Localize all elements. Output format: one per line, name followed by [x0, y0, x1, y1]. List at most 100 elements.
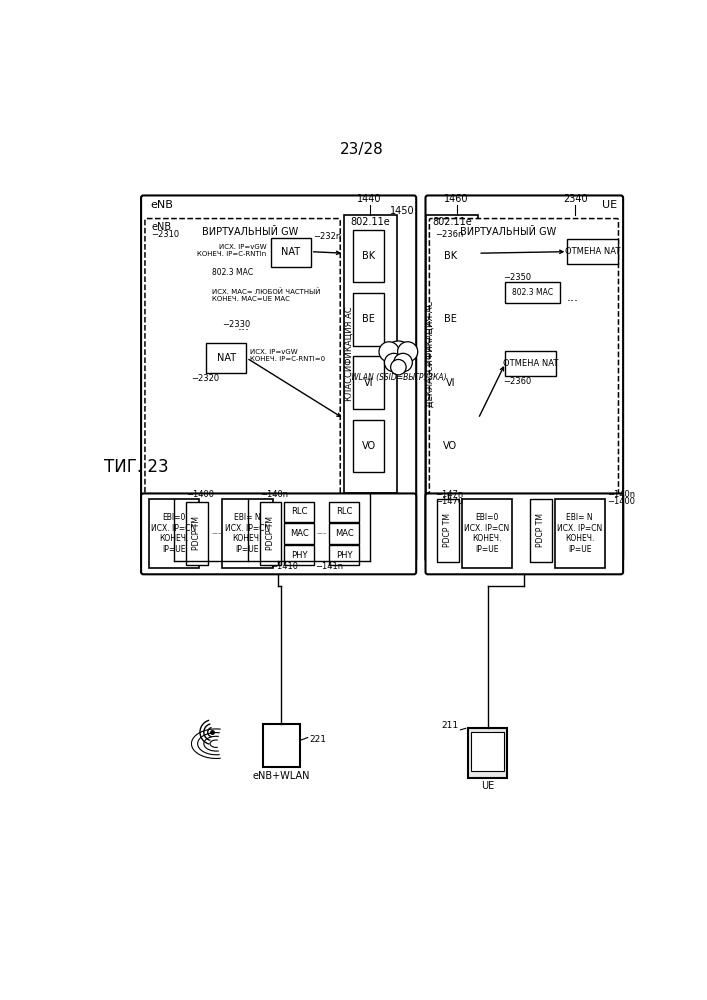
Text: VO: VO	[362, 441, 376, 451]
Bar	[462, 499, 513, 568]
Text: 802.3 МАC: 802.3 МАC	[212, 268, 254, 277]
Text: ---: ---	[212, 528, 222, 538]
Text: RLC: RLC	[291, 507, 308, 516]
Text: КЛАССИФИКАЦИЯ AC: КЛАССИФИКАЦИЯ AC	[344, 307, 354, 401]
Text: ОТМЕНА NAT: ОТМЕНА NAT	[565, 247, 621, 256]
Bar	[354, 420, 385, 472]
Bar	[149, 499, 199, 568]
Bar	[263, 724, 300, 767]
Text: −147n: −147n	[435, 490, 463, 499]
Text: 211: 211	[442, 721, 459, 730]
Text: NAT: NAT	[281, 247, 300, 257]
Bar	[354, 230, 385, 282]
Text: −2320: −2320	[191, 374, 218, 383]
Bar	[223, 499, 273, 568]
Bar	[472, 732, 504, 771]
Bar	[468, 728, 507, 778]
Bar	[567, 239, 619, 264]
Text: PDCP TM: PDCP TM	[443, 513, 452, 547]
Text: PDCP TM: PDCP TM	[266, 516, 275, 550]
Text: PDCP TM: PDCP TM	[537, 513, 546, 547]
Text: −140n: −140n	[259, 490, 288, 499]
Text: −2360: −2360	[503, 377, 531, 386]
Bar	[344, 215, 397, 493]
Text: 802.11e: 802.11e	[351, 217, 390, 227]
Bar	[284, 502, 314, 522]
Bar	[271, 238, 311, 267]
Bar	[354, 293, 385, 346]
Bar	[259, 502, 281, 565]
Text: ВИРТУАЛЬНЫЙ GW: ВИРТУАЛЬНЫЙ GW	[460, 227, 556, 237]
Text: −1400: −1400	[186, 490, 214, 499]
Text: ИСХ. МАC= ЛЮБОЙ ЧАСТНЫЙ
КОНЕЧ. МАC=UE МАC: ИСХ. МАC= ЛЮБОЙ ЧАСТНЫЙ КОНЕЧ. МАC=UE МА…	[212, 288, 321, 302]
Text: EBI= N
ИСХ. IP=CN
КОНЕЧ.
IP=UE: EBI= N ИСХ. IP=CN КОНЕЧ. IP=UE	[557, 513, 602, 554]
Bar	[435, 230, 466, 282]
Text: VI: VI	[364, 378, 374, 388]
Text: PHY: PHY	[291, 551, 308, 560]
Text: VO: VO	[443, 441, 457, 451]
Bar	[329, 502, 359, 522]
Text: ...: ...	[238, 320, 250, 333]
Text: −2330: −2330	[223, 320, 251, 329]
Text: UE: UE	[602, 200, 617, 210]
Text: −232n: −232n	[313, 232, 341, 241]
FancyBboxPatch shape	[141, 493, 416, 574]
Text: 1440: 1440	[358, 194, 382, 204]
Bar	[435, 293, 466, 346]
Bar	[329, 545, 359, 565]
Text: −236n: −236n	[436, 230, 464, 239]
Bar	[435, 356, 466, 409]
Text: PHY: PHY	[336, 551, 352, 560]
Text: eNB: eNB	[151, 222, 171, 232]
FancyBboxPatch shape	[141, 195, 416, 561]
Bar	[284, 523, 314, 544]
Bar	[426, 215, 478, 493]
Circle shape	[379, 342, 399, 362]
Text: −1400: −1400	[607, 497, 635, 506]
Bar	[329, 523, 359, 544]
Text: PDCP TM: PDCP TM	[192, 516, 201, 550]
Text: 802.11e: 802.11e	[432, 217, 472, 227]
Text: ОТМЕНА NAT: ОТМЕНА NAT	[503, 359, 559, 368]
Text: RLC: RLC	[336, 507, 352, 516]
Bar	[530, 499, 552, 562]
Text: 1450: 1450	[390, 206, 414, 216]
Text: ИСХ. IP=vGW
КОНЕЧ. IP=C-RNTIn: ИСХ. IP=vGW КОНЕЧ. IP=C-RNTIn	[197, 244, 267, 257]
Text: ...: ...	[567, 291, 579, 304]
FancyBboxPatch shape	[145, 219, 340, 494]
Text: −140n: −140n	[607, 490, 635, 499]
Bar	[206, 343, 247, 373]
Text: BK: BK	[444, 251, 457, 261]
Text: 23/28: 23/28	[340, 142, 384, 157]
Text: BE: BE	[363, 314, 375, 324]
Text: −1410: −1410	[271, 562, 298, 571]
Text: EBI= N
ИСХ. IP=CN
КОНЕЧ.
IP=UE: EBI= N ИСХ. IP=CN КОНЕЧ. IP=UE	[225, 513, 270, 554]
Circle shape	[394, 353, 412, 372]
Circle shape	[385, 353, 403, 372]
Text: 1460: 1460	[444, 194, 469, 204]
Circle shape	[391, 359, 406, 375]
Bar	[437, 499, 459, 562]
Text: −2310: −2310	[151, 230, 180, 239]
Text: ---: ---	[317, 528, 327, 538]
FancyBboxPatch shape	[426, 493, 623, 574]
Text: BK: BK	[363, 251, 375, 261]
Circle shape	[385, 341, 412, 369]
FancyBboxPatch shape	[426, 195, 623, 561]
Text: ИСХ. IP=vGW
КОНЕЧ. IP=C-RNTI=0: ИСХ. IP=vGW КОНЕЧ. IP=C-RNTI=0	[250, 349, 325, 362]
Text: NAT: NAT	[217, 353, 236, 363]
Bar	[186, 502, 208, 565]
Text: ДЕКЛАССИФИКАЦИЯ AC: ДЕКЛАССИФИКАЦИЯ AC	[426, 301, 435, 407]
Text: BE: BE	[444, 314, 457, 324]
Text: ВИРТУАЛЬНЫЙ GW: ВИРТУАЛЬНЫЙ GW	[202, 227, 298, 237]
Circle shape	[397, 342, 418, 362]
Text: eNB: eNB	[151, 200, 173, 210]
FancyBboxPatch shape	[429, 219, 619, 494]
Text: EBI=0
ИСХ. IP=CN
КОНЕЧ.
IP=UE: EBI=0 ИСХ. IP=CN КОНЕЧ. IP=UE	[151, 513, 197, 554]
Text: 2340: 2340	[563, 194, 588, 204]
Text: 802.3 МАC: 802.3 МАC	[512, 288, 553, 297]
Bar	[506, 351, 556, 376]
Text: −2350: −2350	[503, 273, 531, 282]
Text: −141n: −141n	[315, 562, 344, 571]
Text: UE: UE	[481, 781, 494, 791]
